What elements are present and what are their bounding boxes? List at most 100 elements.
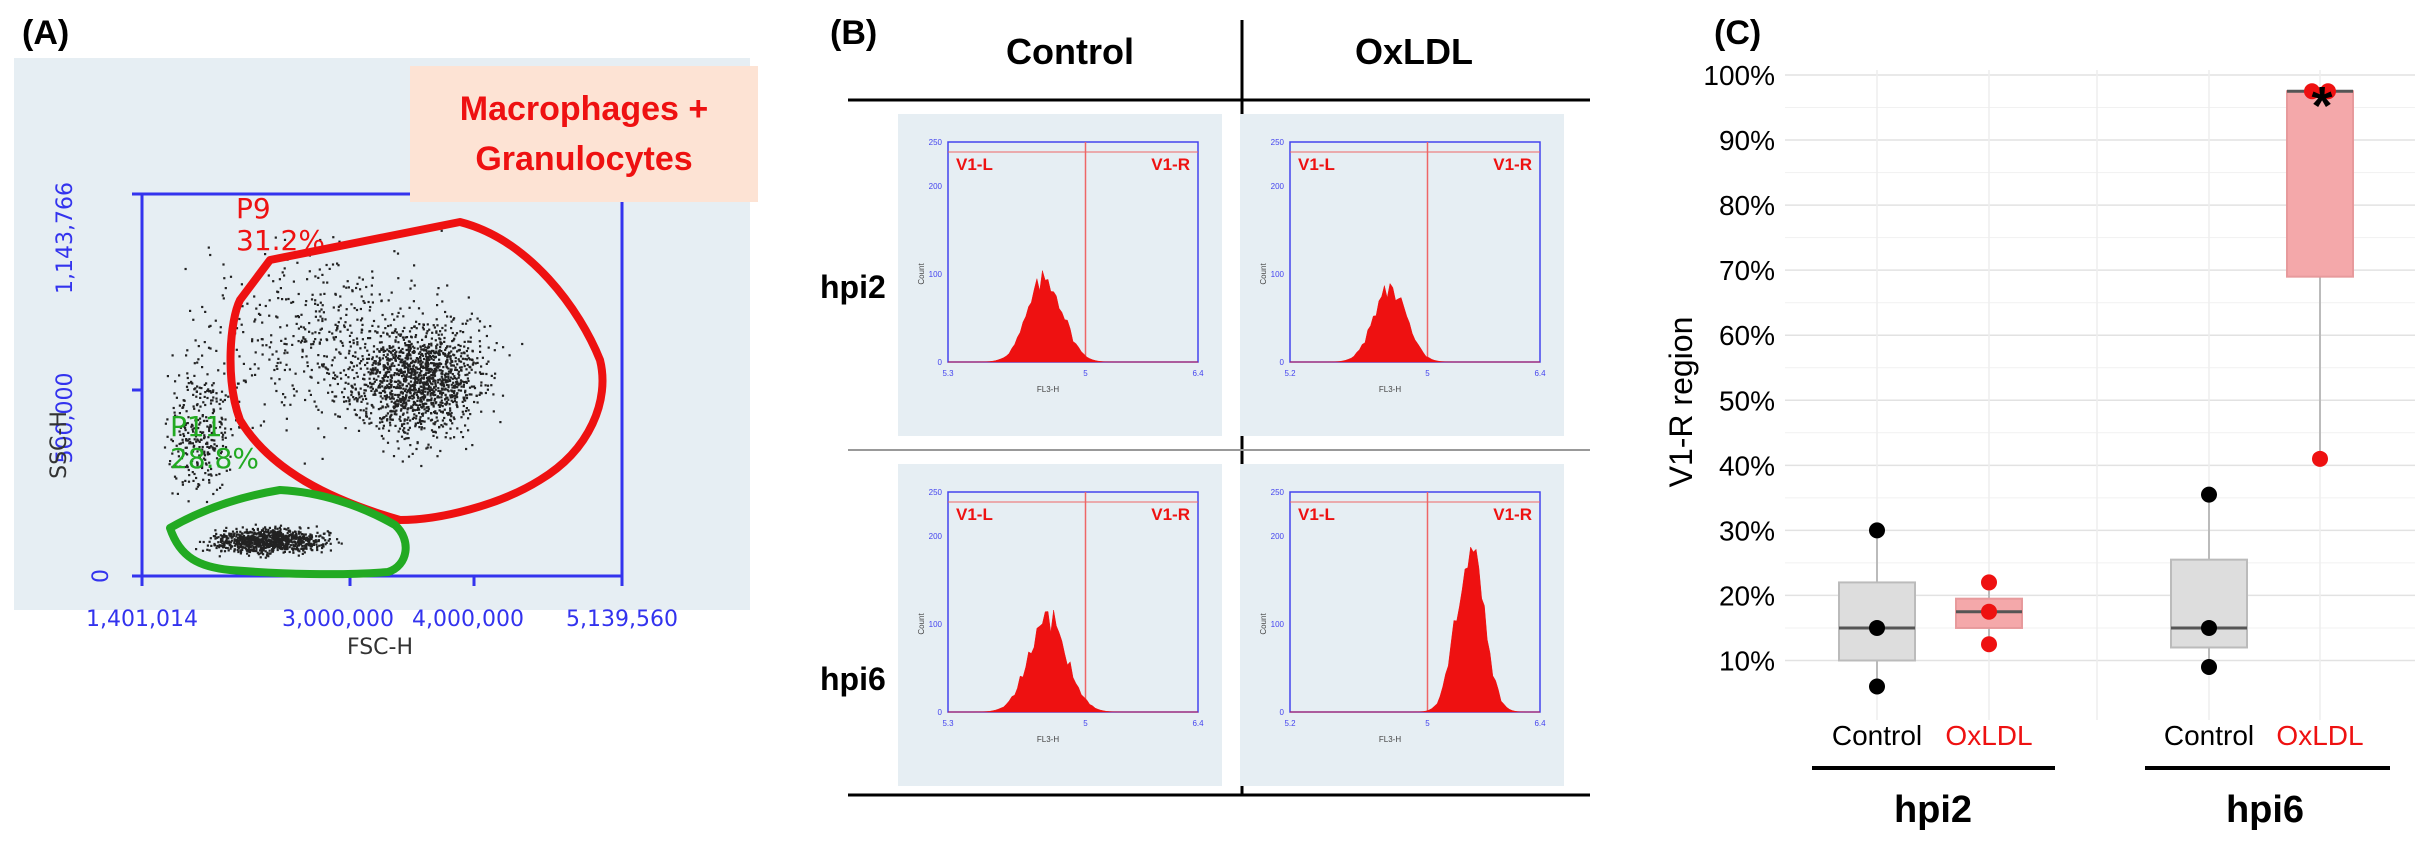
histogram-distribution [1290,282,1540,363]
gate-p11-percent: 28.8% [170,442,259,475]
histogram-y-tick: 0 [1280,708,1285,717]
histogram-y-label: Count [917,613,926,635]
scatter-ticks [132,192,624,586]
histogram-x-tick: 5.3 [942,719,954,728]
x-tick-3000000: 3,000,000 [282,607,394,632]
group-label-hpi2: hpi2 [1894,789,1972,831]
box-hpi2-control [1838,522,1916,695]
x-axis-label: FSC-H [347,635,413,660]
box-body [2286,90,2354,278]
histogram-background [898,114,1222,436]
y-tick-50: 50% [1719,385,1775,416]
histogram-y-tick: 250 [929,138,943,147]
histogram-y-tick: 0 [1280,358,1285,367]
histogram-y-tick: 250 [929,488,943,497]
histogram-x-label: FL3-H [1037,735,1059,744]
region-label-v1-r: V1-R [1493,155,1532,174]
histogram-cells: V1-L V1-R 250 200 100 0 Count 5.3 5 6.4 FL3-H V1-L V… [898,114,1564,786]
histogram-background [1240,464,1564,786]
histogram-x-tick: 5.3 [942,369,954,378]
panel-b-label: (B) [830,14,878,52]
data-point [2201,619,2217,636]
data-point [1981,603,1997,620]
data-point [2312,450,2328,467]
histogram-y-tick: 250 [1271,488,1285,497]
histogram-x-tick: 5 [1083,719,1088,728]
gate-p9-percent: 31.2% [236,224,325,257]
gate-p9-outline [226,218,607,524]
y-tick-40: 40% [1719,450,1775,481]
annotation-line-2: Granulocytes [475,140,693,178]
box-plot: 10% 20% 30% 40% 50% 60% 70% 80% 90% 100% V1-R reg… [1663,60,2415,831]
histogram-x-tick: 6.4 [1534,719,1546,728]
histogram-x-label: FL3-H [1379,735,1401,744]
histogram-hpi2-oxldl: V1-L V1-R 250 200 100 0 Count 5.2 5 6.4 FL3-H [1240,114,1564,436]
histogram-x-tick: 5 [1083,369,1088,378]
x-tick-4000000: 4,000,000 [412,607,524,632]
scatter-dots [163,229,524,559]
annotation-line-1: Macrophages + [459,90,709,128]
y-tick-80: 80% [1719,190,1775,221]
histogram-y-tick: 200 [929,182,943,191]
histogram-x-tick: 6.4 [1534,369,1546,378]
panel-c: (C) 10% 20% 30% 40% 50% 60% 70% 80% 90% 100% V1-R… [1600,0,2429,841]
region-label-v1-l: V1-L [1298,155,1335,174]
panel-c-label: (C) [1714,14,1762,52]
histogram-x-tick: 5 [1425,719,1430,728]
histogram-y-label: Count [1259,613,1268,635]
histogram-grid: Control OxLDL hpi2 hpi6 V1-L V1-R 250 200 10… [820,20,1590,797]
box-hpi2-oxldl [1955,574,2023,653]
histogram-x-label: FL3-H [1379,385,1401,394]
box-hpi6-control [2170,486,2248,675]
data-point [2201,658,2217,675]
y-tick-90: 90% [1719,125,1775,156]
panel-b: (B) Control OxLDL hpi2 hpi6 V1-L V1-R 250 2… [800,0,1600,841]
y-tick-30: 30% [1719,515,1775,546]
histogram-x-tick: 5 [1425,369,1430,378]
histogram-x-tick: 5.2 [1284,719,1296,728]
histogram-x-label: FL3-H [1037,385,1059,394]
region-label-v1-r: V1-R [1493,505,1532,524]
region-label-v1-l: V1-L [956,505,993,524]
condition-label-hpi2-control: Control [1832,720,1922,751]
histogram-y-tick: 100 [1271,620,1285,629]
histogram-background [1240,114,1564,436]
histogram-x-tick: 5.2 [1284,369,1296,378]
y-axis-title: V1-R region [1663,317,1699,488]
histogram-y-tick: 250 [1271,138,1285,147]
region-label-v1-l: V1-L [956,155,993,174]
significance-marker: * [2311,76,2332,136]
y-ticks: 10% 20% 30% 40% 50% 60% 70% 80% 90% 100% [1703,60,1775,676]
panel-a-label: (A) [22,14,70,52]
data-point [2201,486,2217,503]
histogram-y-tick: 0 [938,358,943,367]
data-point [1981,636,1997,653]
row-header-hpi2: hpi2 [820,269,886,305]
y-tick-20: 20% [1719,580,1775,611]
y-tick-70: 70% [1719,255,1775,286]
data-point [1869,678,1885,695]
histogram-background [898,464,1222,786]
histogram-y-tick: 0 [938,708,943,717]
region-label-v1-r: V1-R [1151,155,1190,174]
y-tick-100: 100% [1703,60,1775,91]
y-tick-0: 0 [89,569,114,583]
histogram-hpi2-control: V1-L V1-R 250 200 100 0 Count 5.3 5 6.4 FL3-H [898,114,1222,436]
region-label-v1-r: V1-R [1151,505,1190,524]
data-point [1981,574,1997,591]
condition-label-hpi2-oxldl: OxLDL [1945,720,2032,751]
column-header-control: Control [1006,31,1134,72]
histogram-y-tick: 200 [929,532,943,541]
data-point [1869,619,1885,636]
condition-label-hpi6-control: Control [2164,720,2254,751]
gate-p9-name: P9 [236,192,271,225]
histogram-y-tick: 100 [1271,270,1285,279]
gate-p11-outline [166,486,410,579]
histogram-x-tick: 6.4 [1192,369,1204,378]
population-annotation-box: Macrophages + Granulocytes [410,66,758,202]
gate-p11-name: P11 [170,410,223,443]
group-label-hpi6: hpi6 [2226,789,2304,831]
y-tick-1143766: 1,143,766 [53,182,78,294]
histogram-distribution [948,609,1198,713]
histogram-hpi6-oxldl: V1-L V1-R 250 200 100 0 Count 5.2 5 6.4 FL3-H [1240,464,1564,786]
